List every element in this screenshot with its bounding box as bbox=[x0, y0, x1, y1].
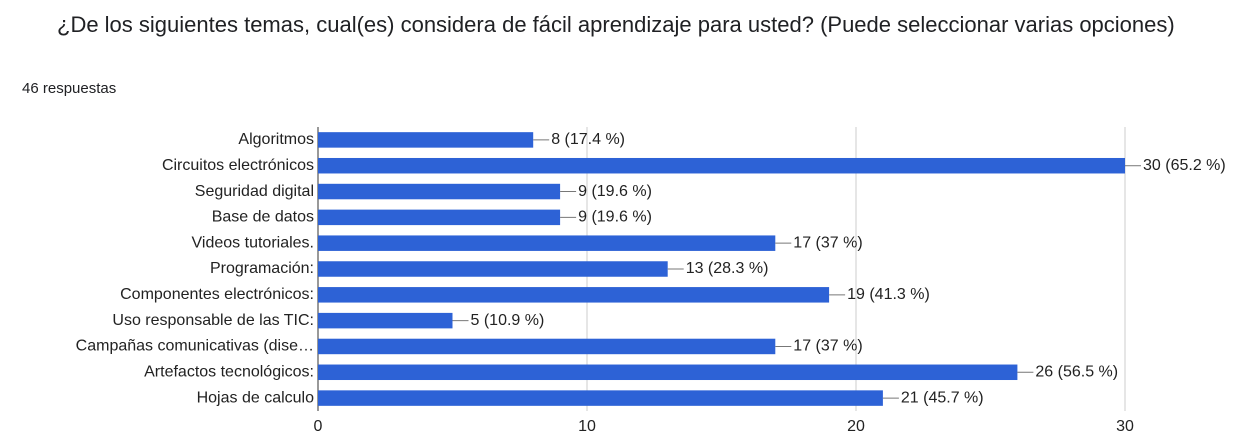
y-tick-label: Circuitos electrónicos bbox=[162, 157, 314, 174]
bar bbox=[318, 287, 830, 303]
y-tick-label: Componentes electrónicos: bbox=[120, 286, 314, 303]
x-tick-label: 30 bbox=[1116, 418, 1134, 435]
x-tick-label: 20 bbox=[847, 418, 865, 435]
y-tick-label: Seguridad digital bbox=[195, 183, 314, 200]
y-tick-label: Artefactos tecnológicos: bbox=[144, 363, 314, 380]
bar bbox=[318, 209, 561, 226]
value-label: 9 (19.6 %) bbox=[578, 183, 652, 200]
x-tick-label: 10 bbox=[578, 418, 596, 435]
y-tick-label: Hojas de calculo bbox=[197, 389, 315, 406]
value-label: 5 (10.9 %) bbox=[471, 312, 545, 329]
chart-title: ¿De los siguientes temas, cual(es) consi… bbox=[57, 12, 1175, 37]
y-tick-label: Uso responsable de las TIC: bbox=[112, 312, 314, 329]
value-label: 30 (65.2 %) bbox=[1143, 157, 1226, 174]
value-label: 13 (28.3 %) bbox=[686, 260, 769, 277]
value-label: 19 (41.3 %) bbox=[847, 286, 930, 303]
y-tick-label: Campañas comunicativas (dise… bbox=[76, 338, 314, 355]
chart-subtitle: 46 respuestas bbox=[22, 80, 117, 97]
bar bbox=[318, 183, 561, 200]
value-label: 17 (37 %) bbox=[793, 234, 862, 251]
bar bbox=[318, 338, 776, 355]
y-tick-label: Videos tutoriales. bbox=[192, 234, 314, 251]
value-label: 26 (56.5 %) bbox=[1035, 363, 1118, 380]
bar bbox=[318, 132, 534, 148]
value-label: 21 (45.7 %) bbox=[901, 389, 984, 406]
bar bbox=[318, 390, 883, 406]
value-label: 17 (37 %) bbox=[793, 338, 862, 355]
y-tick-label: Algoritmos bbox=[238, 131, 314, 148]
bar bbox=[318, 235, 776, 251]
bar bbox=[318, 261, 668, 277]
bar bbox=[318, 312, 453, 329]
value-label: 8 (17.4 %) bbox=[551, 131, 625, 148]
x-tick-label: 0 bbox=[314, 418, 323, 435]
y-tick-label: Programación: bbox=[210, 260, 314, 277]
bar bbox=[318, 364, 1018, 381]
bar bbox=[318, 157, 1125, 174]
y-tick-label: Base de datos bbox=[212, 209, 314, 226]
value-label: 9 (19.6 %) bbox=[578, 209, 652, 226]
